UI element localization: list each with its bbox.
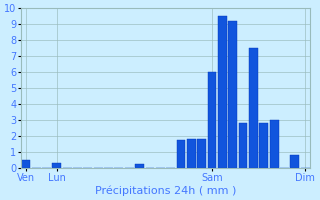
Bar xyxy=(239,123,247,168)
X-axis label: Précipitations 24h ( mm ): Précipitations 24h ( mm ) xyxy=(95,185,236,196)
Bar xyxy=(270,120,278,168)
Bar xyxy=(187,139,196,168)
Bar xyxy=(135,164,144,168)
Bar xyxy=(208,72,216,168)
Bar xyxy=(260,123,268,168)
Bar xyxy=(291,155,299,168)
Bar xyxy=(21,160,30,168)
Bar xyxy=(228,21,237,168)
Bar xyxy=(197,139,206,168)
Bar xyxy=(249,48,258,168)
Bar xyxy=(52,163,61,168)
Bar xyxy=(177,140,185,168)
Bar xyxy=(218,16,227,168)
